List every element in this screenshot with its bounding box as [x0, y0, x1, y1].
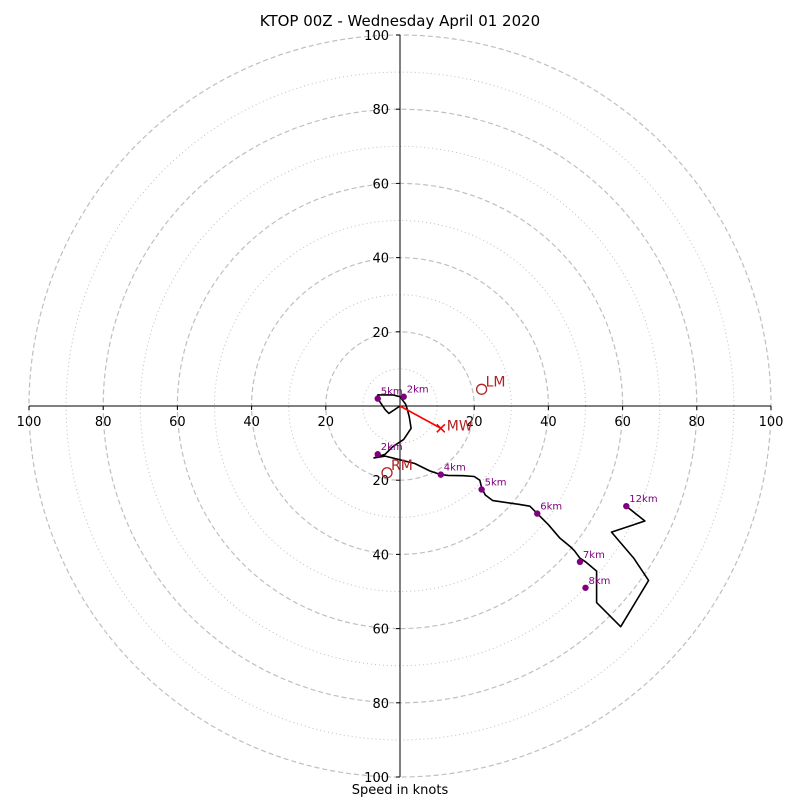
- storm-motion-label-LM: LM: [486, 374, 506, 390]
- y-tick-label: 60: [372, 623, 389, 638]
- height-marker-5km: [478, 486, 485, 493]
- height-label-7km: 7km: [583, 550, 605, 561]
- mean-wind-marker-b: [436, 423, 446, 433]
- height-label-4km: 4km: [444, 463, 466, 474]
- x-tick-label: 20: [318, 415, 335, 430]
- height-marker-7km: [576, 558, 584, 566]
- mean-wind-label: MW: [447, 418, 473, 434]
- y-tick-label: 20: [372, 474, 389, 489]
- height-marker-6km: [534, 510, 541, 517]
- height-marker-5km: [374, 395, 381, 402]
- y-tick-label: 60: [372, 177, 389, 192]
- height-marker-4km: [437, 471, 445, 478]
- x-tick-label: 40: [243, 415, 260, 430]
- storm-motion-marker-LM: [475, 383, 488, 395]
- y-tick-label: 100: [364, 29, 389, 44]
- chart-title: KTOP 00Z - Wednesday April 01 2020: [259, 12, 541, 30]
- height-marker-2km: [400, 393, 407, 400]
- height-label-2km: 2km: [381, 442, 403, 453]
- y-tick-label: 100: [364, 771, 389, 786]
- x-tick-label: 80: [689, 415, 706, 430]
- x-tick-label: 80: [95, 415, 112, 430]
- y-tick-label: 80: [372, 697, 389, 712]
- y-tick-label: 80: [372, 103, 389, 118]
- height-label-5km: 5km: [485, 477, 507, 488]
- y-tick-label: 20: [372, 326, 389, 341]
- x-axis-label: Speed in knots: [351, 783, 449, 798]
- height-marker-2km: [374, 451, 381, 458]
- height-label-5km: 5km: [381, 387, 403, 398]
- height-label-8km: 8km: [589, 576, 611, 587]
- storm-motion-label-RM: RM: [391, 458, 413, 474]
- x-tick-label: 40: [540, 415, 557, 430]
- x-tick-label: 100: [17, 415, 42, 430]
- hodograph-trace: [373, 394, 650, 628]
- shear-vector-line: [399, 405, 442, 429]
- height-label-6km: 6km: [540, 502, 562, 513]
- height-label-12km: 12km: [629, 494, 657, 505]
- height-marker-12km: [623, 502, 630, 510]
- y-tick-label: 40: [372, 252, 389, 267]
- height-label-2km: 2km: [407, 385, 429, 396]
- x-tick-label: 60: [169, 415, 186, 430]
- y-tick-label: 40: [372, 548, 389, 563]
- x-tick-label: 20: [466, 415, 483, 430]
- height-marker-8km: [582, 584, 589, 591]
- storm-motion-marker-RM: [381, 467, 393, 479]
- x-tick-label: 100: [759, 415, 784, 430]
- x-tick-label: 60: [614, 415, 631, 430]
